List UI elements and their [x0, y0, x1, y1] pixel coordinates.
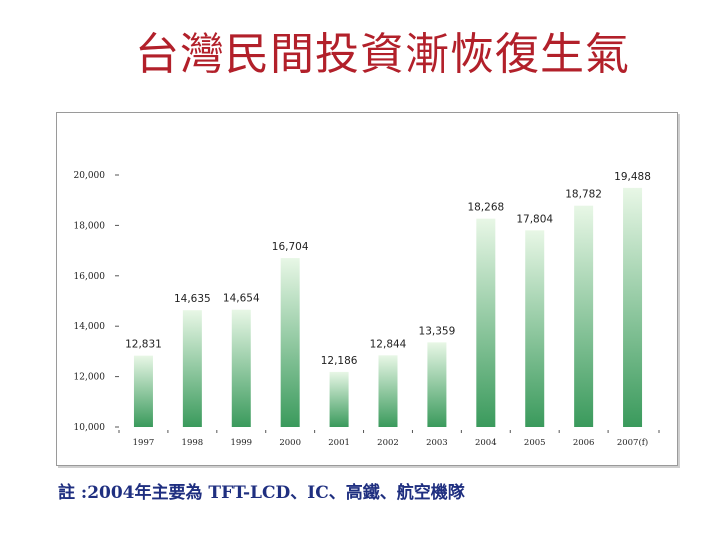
bar [427, 342, 447, 427]
x-tick-label: 2000 [279, 438, 301, 448]
x-tick-label: 2001 [328, 438, 350, 448]
bar [329, 371, 349, 427]
data-label: 18,782 [565, 189, 602, 201]
x-tick-label: 2006 [573, 438, 595, 448]
x-tick-label: 1998 [182, 438, 204, 448]
chart-container: 10,000 12,000 14,000 16,000 18,000 20,000 12,… [56, 112, 678, 466]
y-tick-label: 12,000 [74, 373, 106, 383]
data-label: 13,359 [419, 325, 456, 337]
x-tick-label: 2004 [475, 438, 497, 448]
x-tick-label: 2003 [426, 438, 448, 448]
data-label: 16,704 [272, 241, 309, 253]
y-tick-label: 18,000 [74, 221, 106, 231]
x-tick-label: 2007(f) [617, 437, 648, 448]
bar [525, 230, 545, 427]
data-label: 12,186 [321, 355, 358, 367]
y-tick-label: 10,000 [74, 423, 106, 433]
bar [623, 187, 643, 427]
x-tick-label: 1999 [230, 438, 252, 448]
slide-title: 台灣民間投資漸恢復生氣 [135, 29, 630, 80]
data-label: 12,831 [125, 339, 162, 351]
bar [280, 258, 300, 427]
bar [182, 310, 202, 427]
data-label: 14,654 [223, 293, 260, 305]
footnote: 註 :2004年主要為 TFT-LCD、IC、高鐵、航空機隊 [58, 483, 465, 503]
data-label: 18,268 [467, 202, 504, 214]
bar [476, 218, 496, 427]
bar [378, 355, 398, 427]
y-axis: 10,000 12,000 14,000 16,000 18,000 20,000 [74, 171, 119, 433]
y-tick-label: 20,000 [74, 171, 106, 181]
data-label: 17,804 [516, 213, 553, 225]
data-label: 19,488 [614, 171, 651, 183]
bar [574, 205, 594, 427]
bar [231, 309, 251, 427]
y-tick-label: 16,000 [74, 272, 106, 282]
bars: 12,831 1997 14,635 1998 14,654 1999 16,704 2000… [118, 171, 660, 448]
data-label: 12,844 [370, 338, 407, 350]
x-tick-label: 2002 [377, 438, 399, 448]
x-tick-label: 2005 [524, 438, 546, 448]
bar-chart: 10,000 12,000 14,000 16,000 18,000 20,000 12,… [74, 171, 660, 448]
bar [133, 355, 153, 427]
data-label: 14,635 [174, 293, 211, 305]
y-tick-label: 14,000 [74, 322, 106, 332]
x-tick-label: 1997 [133, 438, 155, 448]
